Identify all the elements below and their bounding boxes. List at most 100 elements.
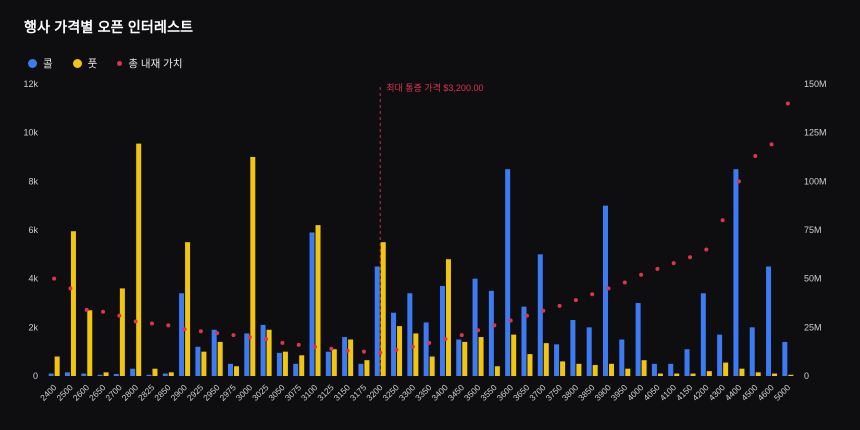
put-bar[interactable] [625,368,631,376]
call-bar[interactable] [537,254,543,376]
intrinsic-dot[interactable] [68,286,73,291]
chart-canvas[interactable]: 0 2k 4k 6k 8k 10k 12k 0 25M 50M 75M 100M 125M 150M 240… [0,70,860,430]
call-bar[interactable] [439,285,445,376]
call-bar[interactable] [570,320,576,376]
call-bar[interactable] [260,324,266,376]
call-bar[interactable] [407,293,413,376]
put-bar[interactable] [299,355,305,376]
put-bar[interactable] [87,310,93,376]
call-bar[interactable] [391,312,397,376]
call-bar[interactable] [488,290,494,376]
intrinsic-dot[interactable] [52,276,57,281]
call-bar[interactable] [505,169,511,376]
intrinsic-dot[interactable] [117,313,122,318]
intrinsic-dot[interactable] [704,247,709,252]
intrinsic-dot[interactable] [149,321,154,326]
call-bar[interactable] [342,337,348,376]
put-bar[interactable] [168,372,174,376]
call-bar[interactable] [668,363,674,376]
put-bar[interactable] [772,373,778,376]
intrinsic-dot[interactable] [329,346,334,351]
call-bar[interactable] [113,374,119,376]
call-bar[interactable] [211,329,217,376]
intrinsic-dot[interactable] [573,298,578,303]
intrinsic-dot[interactable] [688,255,693,260]
call-bar[interactable] [276,352,282,376]
call-bar[interactable] [684,349,690,376]
put-bar[interactable] [70,231,76,376]
intrinsic-dot[interactable] [215,331,220,336]
intrinsic-dot[interactable] [769,142,774,147]
call-bar[interactable] [358,363,364,376]
call-bar[interactable] [423,322,429,376]
intrinsic-dot[interactable] [313,344,318,349]
call-bar[interactable] [228,363,233,376]
put-bar[interactable] [201,351,207,376]
put-bar[interactable] [429,356,435,376]
intrinsic-dot[interactable] [410,344,415,349]
put-bar[interactable] [755,372,761,376]
intrinsic-dot[interactable] [557,303,562,308]
put-bar[interactable] [690,373,696,376]
put-bar[interactable] [364,360,370,376]
put-bar[interactable] [397,326,403,376]
intrinsic-dot[interactable] [361,349,366,354]
intrinsic-dot[interactable] [345,348,350,353]
intrinsic-dot[interactable] [606,286,611,291]
put-bar[interactable] [706,371,712,376]
intrinsic-dot[interactable] [247,335,252,340]
put-bar[interactable] [331,349,337,376]
put-bar[interactable] [462,341,468,376]
call-bar[interactable] [48,373,54,376]
intrinsic-dot[interactable] [736,179,741,184]
intrinsic-dot[interactable] [655,266,660,271]
call-bar[interactable] [717,334,723,376]
put-bar[interactable] [152,368,158,376]
call-bar[interactable] [64,372,70,376]
intrinsic-dot[interactable] [280,340,285,345]
intrinsic-dot[interactable] [166,323,171,328]
call-bar[interactable] [130,368,136,376]
legend-item-call[interactable]: 콜 [28,56,53,71]
put-bar[interactable] [674,373,680,376]
intrinsic-dot[interactable] [459,333,464,338]
call-bar[interactable] [586,327,592,376]
call-bar[interactable] [293,363,299,376]
put-bar[interactable] [380,242,386,376]
put-bar[interactable] [657,373,663,376]
intrinsic-dot[interactable] [443,337,448,342]
intrinsic-dot[interactable] [231,333,236,338]
put-bar[interactable] [641,360,647,376]
intrinsic-dot[interactable] [671,261,676,266]
intrinsic-dot[interactable] [394,347,399,352]
call-bar[interactable] [309,232,315,376]
call-bar[interactable] [472,278,478,376]
call-bar[interactable] [179,293,185,376]
intrinsic-dot[interactable] [541,308,546,313]
call-bar[interactable] [700,293,706,376]
put-bar[interactable] [234,366,239,376]
call-bar[interactable] [244,333,250,376]
put-bar[interactable] [527,354,533,376]
call-bar[interactable] [81,373,87,376]
legend-item-intrinsic[interactable]: 총 내재 가치 [117,56,182,71]
call-bar[interactable] [195,346,201,376]
call-bar[interactable] [603,205,608,376]
put-bar[interactable] [723,362,729,376]
call-bar[interactable] [782,341,788,376]
intrinsic-dot[interactable] [720,218,725,223]
intrinsic-dot[interactable] [296,342,301,347]
intrinsic-dot[interactable] [101,309,106,314]
call-bar[interactable] [554,344,560,376]
call-bar[interactable] [162,373,168,376]
legend-item-put[interactable]: 풋 [72,56,97,71]
put-bar[interactable] [217,341,223,376]
call-bar[interactable] [456,339,462,377]
put-bar[interactable] [315,225,321,376]
put-bar[interactable] [739,368,745,376]
intrinsic-dot[interactable] [198,329,203,334]
put-bar[interactable] [576,363,582,376]
put-bar[interactable] [543,343,549,376]
intrinsic-dot[interactable] [639,272,644,277]
intrinsic-dot[interactable] [508,318,513,323]
